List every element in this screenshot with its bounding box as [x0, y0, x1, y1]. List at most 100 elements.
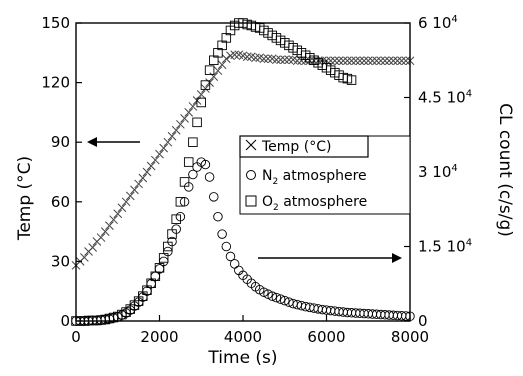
temp-point	[368, 56, 377, 66]
x-tick-label: 6000	[307, 328, 345, 346]
temp-point	[397, 56, 407, 66]
o2-point	[163, 241, 173, 252]
temp-point	[393, 56, 402, 66]
legend-n2-rest: atmosphere	[278, 168, 366, 184]
y-right-tick-label: 6 104	[418, 14, 458, 32]
n2-point	[280, 295, 290, 306]
temp-point	[251, 53, 260, 63]
left-arrow-annotation	[87, 137, 140, 147]
temp-point	[155, 149, 164, 159]
y-left-tick-label: 30	[51, 252, 70, 270]
temp-point	[401, 56, 411, 66]
temp-point	[330, 56, 340, 66]
n2-point	[229, 259, 240, 269]
temp-point	[196, 90, 206, 99]
n2-point	[263, 289, 273, 299]
temp-point	[79, 253, 89, 262]
y-left-tick-label: 120	[41, 74, 70, 92]
temp-point	[372, 56, 381, 66]
legend-o2-marker	[245, 195, 257, 207]
o2-point	[175, 197, 186, 207]
temp-point	[163, 137, 173, 147]
temp-point	[338, 56, 348, 66]
o2-point	[192, 117, 202, 128]
temp-point	[121, 197, 131, 207]
temp-point	[355, 56, 365, 66]
o2-point	[196, 97, 206, 108]
o2-point	[158, 253, 169, 263]
temp-point	[213, 66, 223, 76]
temp-point	[171, 125, 181, 135]
temp-point	[272, 55, 281, 65]
o2-point	[167, 229, 177, 239]
n2-point	[217, 229, 227, 239]
temp-point	[347, 56, 356, 66]
temp-point	[96, 233, 106, 242]
o2-point	[200, 80, 211, 90]
temp-point	[184, 108, 194, 117]
temp-point	[292, 56, 302, 66]
n2-point	[213, 211, 223, 222]
y-left-tick-label: 60	[51, 193, 70, 211]
legend-o2-label: O2 atmosphere	[262, 194, 367, 213]
legend-n2-marker	[246, 170, 256, 180]
n2-point	[259, 287, 269, 297]
n2-point	[204, 172, 215, 182]
y-right-tick-label: 4.5 104	[418, 89, 472, 107]
temp-point	[188, 102, 198, 111]
x-tick-label: 0	[71, 328, 81, 346]
o2-point	[183, 157, 194, 167]
legend-n2-label: N2 atmosphere	[262, 168, 367, 187]
temp-point	[351, 56, 361, 66]
temp-point	[159, 143, 169, 153]
n2-point	[284, 297, 294, 307]
o2-point	[179, 177, 190, 187]
n2-point	[275, 294, 286, 304]
temp-point	[230, 50, 240, 60]
x-tick-label: 4000	[224, 328, 262, 346]
temp-point	[88, 243, 98, 252]
y-left-tick-label: 0	[60, 312, 70, 330]
o2-point	[171, 214, 181, 224]
temp-point	[142, 167, 152, 177]
n2-point	[209, 192, 219, 202]
temp-point	[167, 131, 177, 141]
n2-point	[188, 169, 198, 180]
temp-point	[217, 60, 227, 70]
legend-o2-rest: atmosphere	[279, 194, 367, 210]
temp-point	[276, 55, 285, 65]
n2-point	[225, 251, 236, 262]
temp-point	[209, 72, 219, 81]
temp-point	[138, 173, 148, 183]
legend-o2-main: O	[262, 194, 273, 210]
o2-point	[346, 75, 357, 85]
plot-marks	[71, 18, 415, 326]
temp-point	[130, 185, 139, 195]
temp-point	[221, 54, 231, 64]
temp-point	[134, 179, 143, 189]
y-left-axis-title: Temp (°C)	[15, 156, 35, 241]
y-left-tick-label: 150	[41, 14, 70, 32]
temp-point	[384, 56, 394, 66]
right-arrow-annotation	[258, 253, 402, 263]
temp-point	[359, 56, 369, 66]
legend-n2-subscript: 2	[272, 177, 278, 187]
temp-point	[380, 56, 390, 66]
legend-o2-subscript: 2	[273, 203, 279, 213]
legend-temp-marker	[245, 139, 257, 151]
y-right-tick-label: 1.5 104	[418, 238, 472, 256]
o2-point	[204, 65, 215, 75]
y-left-tick-label: 90	[51, 133, 70, 151]
n2-point	[221, 241, 232, 252]
temp-point	[109, 215, 118, 225]
x-tick-label: 2000	[140, 328, 178, 346]
n2-point	[267, 291, 277, 301]
x-axis-title: Time (s)	[207, 348, 277, 368]
y-right-tick-label: 3 104	[418, 163, 458, 181]
legend: Temp (°C) N2 atmosphere O2 atmosphere	[239, 135, 411, 215]
temp-point	[201, 84, 210, 93]
temp-point	[259, 54, 269, 64]
legend-temp-label: Temp (°C)	[261, 139, 331, 155]
temp-point	[150, 155, 160, 165]
